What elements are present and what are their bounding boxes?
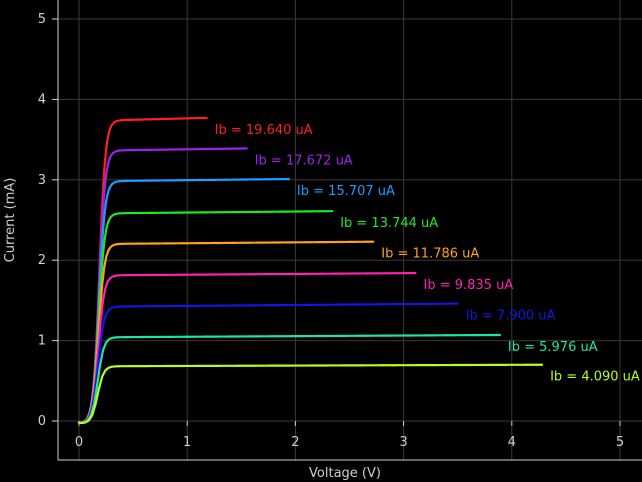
y-axis-title: Current (mA)	[3, 178, 18, 263]
y-tick-label: 5	[38, 12, 46, 27]
tick-labels: 0 1 2 3 4 5 0 1 2 3 4 5	[38, 12, 624, 450]
series-line	[77, 363, 544, 425]
y-tick-label: 2	[38, 253, 46, 268]
x-tick-label: 1	[183, 435, 191, 450]
series-labels: Ib = 19.640 uA Ib = 17.672 uA Ib = 15.707 …	[215, 123, 640, 385]
series-label: Ib = 11.786 uA	[381, 247, 479, 262]
series-line	[77, 147, 248, 424]
series-line	[77, 302, 459, 424]
series-line	[77, 210, 334, 424]
series-label: Ib = 7.900 uA	[466, 309, 556, 324]
grid	[58, 0, 642, 460]
series-lines	[77, 116, 544, 425]
series-label: Ib = 17.672 uA	[255, 153, 353, 168]
series-label: Ib = 19.640 uA	[215, 123, 313, 138]
axes	[57, 0, 642, 461]
series-line	[77, 177, 291, 424]
y-tick-label: 1	[38, 334, 46, 349]
series-label: Ib = 9.835 uA	[424, 278, 514, 293]
x-tick-label: 4	[508, 435, 516, 450]
x-tick-label: 0	[75, 435, 83, 450]
x-tick-label: 5	[616, 435, 624, 450]
series-label: Ib = 15.707 uA	[297, 184, 395, 199]
series-label: Ib = 5.976 uA	[508, 340, 598, 355]
series-label: Ib = 4.090 uA	[550, 370, 640, 385]
series-line	[77, 240, 375, 424]
x-tick-label: 2	[291, 435, 299, 450]
y-tick-label: 3	[38, 173, 46, 188]
y-tick-label: 0	[38, 414, 46, 429]
series-line	[77, 271, 417, 424]
y-tick-label: 4	[38, 92, 46, 107]
x-tick-label: 3	[399, 435, 407, 450]
series-line	[77, 333, 501, 425]
series-label: Ib = 13.744 uA	[340, 216, 438, 231]
x-axis-title: Voltage (V)	[309, 466, 381, 481]
